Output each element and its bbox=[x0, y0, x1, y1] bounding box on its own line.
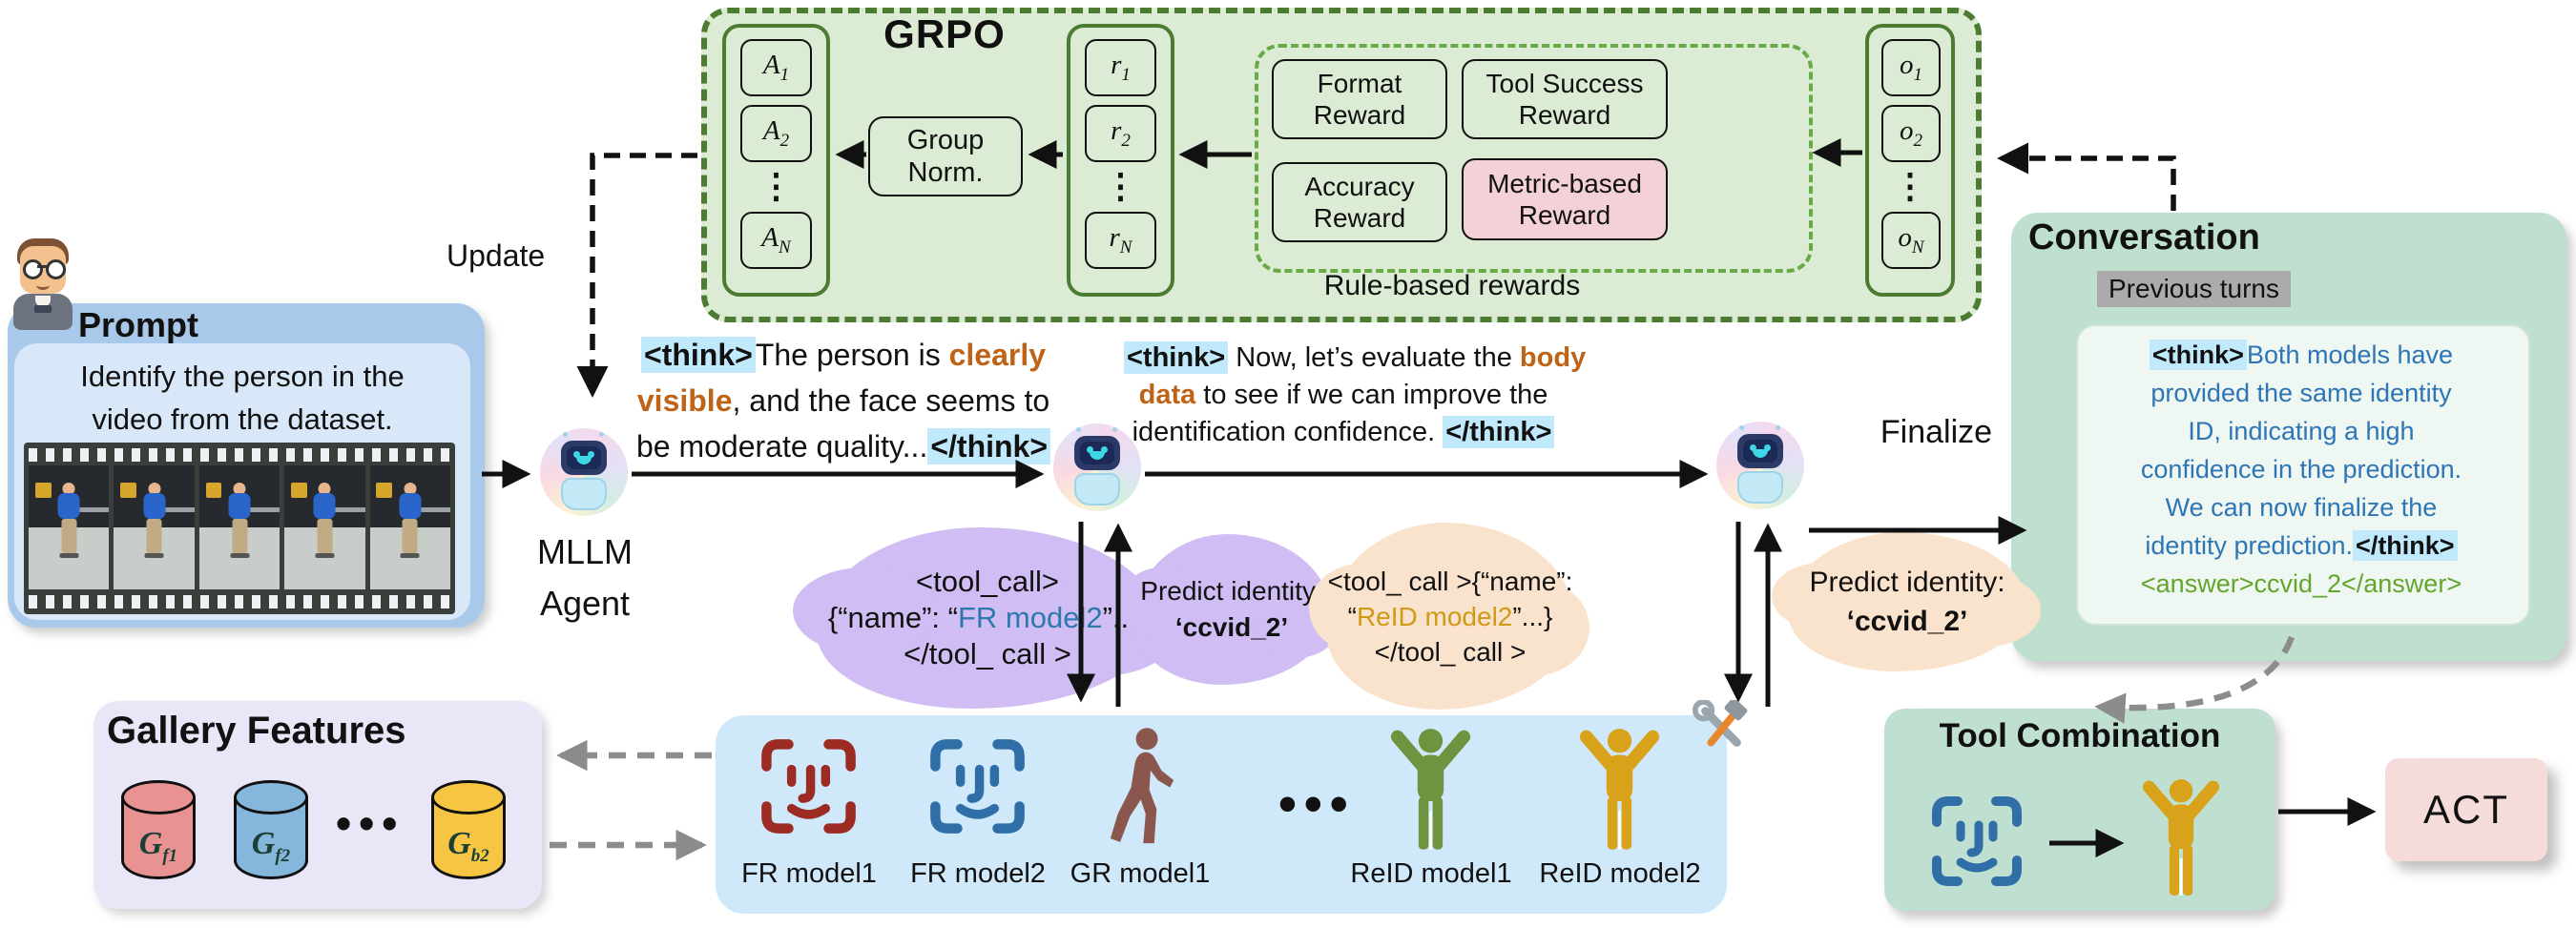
conversation-title: Conversation bbox=[2028, 217, 2260, 258]
film-strip bbox=[24, 443, 455, 614]
tool-call-bubble-fr: <tool_call> {“name”: “FR model2”...} </t… bbox=[792, 527, 1179, 709]
reward-r2: r2 bbox=[1085, 105, 1156, 162]
video-frame bbox=[29, 465, 110, 589]
video-frame bbox=[284, 465, 365, 589]
prompt-text: Identify the person in the video from th… bbox=[80, 360, 405, 436]
advantage-an: AN bbox=[740, 212, 812, 269]
person-arms-up-icon bbox=[1390, 729, 1471, 850]
tool-label-fr-model1: FR model1 bbox=[741, 858, 877, 889]
finalize-label: Finalize bbox=[1880, 414, 1993, 450]
advantage-a1: A1 bbox=[740, 39, 812, 96]
horizontal-ellipsis: ••• bbox=[336, 798, 405, 848]
vertical-ellipsis: ⋮ bbox=[1103, 166, 1138, 205]
tool-success-reward-box: Tool Success Reward bbox=[1462, 59, 1668, 139]
user-avatar bbox=[13, 238, 73, 330]
robot-agent-icon bbox=[540, 428, 628, 516]
act-box: ACT bbox=[2385, 758, 2547, 861]
reward-rn: rN bbox=[1085, 212, 1156, 269]
conversation-current-turn bbox=[2076, 324, 2530, 626]
reward-r1: r1 bbox=[1085, 39, 1156, 96]
vertical-ellipsis: ⋮ bbox=[1893, 166, 1927, 205]
rewards-column: r1 r2 ⋮ rN bbox=[1067, 24, 1174, 297]
accuracy-reward-box: Accuracy Reward bbox=[1272, 162, 1447, 242]
hammer-wrench-icon bbox=[1692, 700, 1748, 747]
output-on: oN bbox=[1881, 212, 1941, 269]
mllm-agent-label: MLLM Agent bbox=[536, 532, 634, 623]
gallery-features-title: Gallery Features bbox=[107, 710, 406, 752]
face-scan-icon bbox=[1932, 796, 2022, 886]
predict-identity-bubble-1: Predict identity: ‘ccvid_2’ bbox=[1119, 534, 1342, 685]
robot-agent-icon bbox=[1053, 423, 1141, 511]
tool-label-reid-model2: ReID model2 bbox=[1539, 858, 1701, 889]
outputs-column: o1 o2 ⋮ oN bbox=[1865, 24, 1955, 297]
database-cylinder-icon: Gf2 bbox=[234, 780, 308, 879]
horizontal-ellipsis: ••• bbox=[1278, 775, 1356, 833]
advantage-a2: A2 bbox=[740, 105, 812, 162]
previous-turns-badge: Previous turns bbox=[2097, 271, 2291, 307]
predict-identity-bubble-2: Predict identity: ‘ccvid_2’ bbox=[1771, 532, 2041, 671]
output-o1: o1 bbox=[1881, 39, 1941, 96]
update-label: Update bbox=[447, 238, 546, 273]
tool-combination-title: Tool Combination bbox=[1939, 717, 2221, 754]
database-cylinder-icon: Gf1 bbox=[121, 780, 196, 879]
database-cylinder-icon: Gb2 bbox=[431, 780, 506, 879]
film-holes-top bbox=[29, 448, 450, 462]
video-frame bbox=[369, 465, 451, 589]
group-norm-box: Group Norm. bbox=[868, 116, 1023, 196]
video-frame bbox=[114, 465, 195, 589]
robot-agent-icon bbox=[1716, 422, 1804, 509]
rule-based-rewards-label: Rule-based rewards bbox=[1323, 270, 1581, 301]
advantages-column: A1 A2 ⋮ AN bbox=[722, 24, 830, 297]
walking-person-icon bbox=[1110, 728, 1174, 844]
conversation-text: <think> Both models have provided the sam… bbox=[2076, 336, 2526, 603]
format-reward-box: Format Reward bbox=[1272, 59, 1447, 139]
prompt-title: Prompt bbox=[78, 305, 198, 344]
tool-label-fr-model2: FR model2 bbox=[910, 858, 1046, 889]
think-text-2: <think> Now, let’s evaluate the body dat… bbox=[1124, 340, 1586, 451]
vertical-ellipsis: ⋮ bbox=[758, 166, 794, 205]
answer-line: <answer>ccvid_2</answer> bbox=[2140, 569, 2462, 598]
tools-bar bbox=[716, 715, 1727, 914]
think-text-1: <think>The person is clearly visible, an… bbox=[635, 337, 1051, 464]
output-o2: o2 bbox=[1881, 105, 1941, 162]
tool-label-gr-model1: GR model1 bbox=[1070, 858, 1211, 889]
tool-label-reid-model1: ReID model1 bbox=[1350, 858, 1512, 889]
face-scan-icon bbox=[930, 739, 1025, 834]
tool-call-bubble-reid: <tool_ call >{“name”: “ReID model2”...} … bbox=[1308, 523, 1589, 710]
metric-based-reward-box: Metric-based Reward bbox=[1462, 158, 1668, 240]
person-arms-up-icon bbox=[2142, 779, 2220, 896]
grpo-title: GRPO bbox=[883, 11, 1006, 56]
video-frame bbox=[198, 465, 280, 589]
film-holes-bottom bbox=[29, 595, 450, 608]
rule-based-rewards-box bbox=[1255, 44, 1813, 273]
face-scan-icon bbox=[761, 739, 856, 834]
person-arms-up-icon bbox=[1579, 729, 1660, 850]
